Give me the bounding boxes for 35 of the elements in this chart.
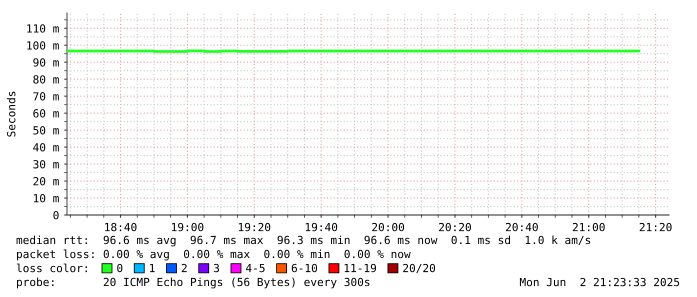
legend-label: 20/20 bbox=[403, 264, 436, 274]
text: probe: 20 ICMP Echo Pings (56 Bytes) every 300s bbox=[17, 278, 370, 288]
y-tick-label: 50 m bbox=[33, 126, 59, 135]
legend-label: 0 bbox=[117, 264, 122, 272]
y-axis-title: Seconds bbox=[6, 92, 16, 137]
legend-label: 2 bbox=[182, 264, 187, 272]
legend-label: 11-19 bbox=[344, 264, 376, 272]
x-tick-label: 21:00 bbox=[572, 222, 605, 232]
x-tick-label: 18:40 bbox=[105, 222, 137, 232]
y-tick-label: 70 m bbox=[33, 92, 59, 101]
legend-label: 4-5 bbox=[246, 264, 265, 272]
text: median rtt: 96.6 ms avg 96.7 ms max 96.3 ms min 96.6 ms now 0.1 ms sd 1.0 k am/s bbox=[16, 236, 590, 246]
y-tick-label: 110 m bbox=[27, 24, 59, 33]
legend-title: loss color: bbox=[16, 264, 87, 272]
y-tick-label: 60 m bbox=[33, 109, 59, 118]
x-tick-label: 19:40 bbox=[306, 222, 338, 232]
x-tick-label: 19:20 bbox=[238, 222, 270, 232]
y-tick-label: 30 m bbox=[33, 160, 59, 168]
text: packet loss: 0.00 % avg 0.00 % max 0.00 % min 0.00 % now bbox=[17, 250, 411, 260]
x-tick-label: 21:20 bbox=[640, 222, 672, 232]
x-tick-label: 19:00 bbox=[172, 222, 204, 232]
x-tick-label: 20:40 bbox=[506, 222, 538, 232]
x-tick-label: 20:00 bbox=[372, 222, 404, 232]
x-tick-label: 20:20 bbox=[439, 222, 471, 232]
legend-label: 1 bbox=[150, 264, 155, 272]
y-tick-label: 10 m bbox=[34, 194, 59, 202]
text: Mon Jun 2 21:23:33 2025 bbox=[520, 278, 680, 286]
y-tick-label: 20 m bbox=[33, 177, 59, 186]
legend-label: 6-10 bbox=[292, 264, 318, 272]
y-tick-label: 100 m bbox=[27, 41, 59, 50]
y-tick-label: 80 m bbox=[33, 75, 59, 84]
y-tick-label: 0 bbox=[53, 211, 59, 220]
y-tick-label: 90 m bbox=[33, 58, 59, 67]
legend-label: 3 bbox=[214, 264, 220, 272]
y-tick-label: 40 m bbox=[33, 143, 59, 152]
